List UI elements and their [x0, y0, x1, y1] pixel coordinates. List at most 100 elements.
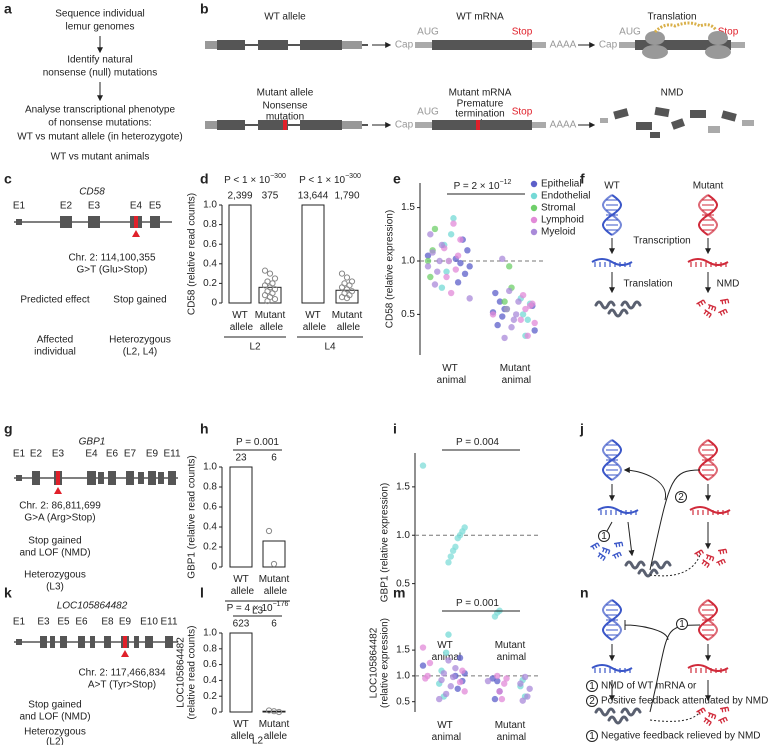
- p-value: P = 2 × 10−12: [454, 179, 512, 192]
- point: [494, 672, 501, 680]
- point: [424, 252, 432, 259]
- point: [445, 631, 452, 638]
- rna: [591, 664, 633, 672]
- fragment: [701, 559, 710, 568]
- legend-label: Myeloid: [541, 227, 575, 238]
- point: [343, 274, 351, 281]
- utr: [342, 41, 362, 49]
- legend-label: Epithelial: [541, 179, 582, 190]
- protein: [624, 560, 646, 570]
- rna: [591, 258, 633, 266]
- mutation: [283, 120, 287, 130]
- p-text: P = 2 × 10: [454, 181, 500, 192]
- line: animal: [429, 652, 461, 663]
- stop: Stop: [512, 27, 533, 38]
- y-tick-label: 1.0: [396, 671, 410, 682]
- y-axis-label: CD58 (relative read counts): [187, 193, 198, 315]
- y-tick-label: 0: [211, 562, 217, 573]
- y-tick-label: 0.2: [203, 691, 217, 702]
- fragment: [696, 707, 707, 715]
- panel-label: b: [200, 1, 209, 17]
- point: [270, 560, 278, 568]
- point: [503, 675, 510, 682]
- utr: [532, 42, 546, 48]
- dna: [602, 439, 622, 481]
- exon-label: E6: [75, 617, 88, 628]
- row-label: Affected: [37, 335, 74, 346]
- y-tick-label: 0.8: [203, 219, 217, 230]
- aug: AUG: [417, 27, 439, 38]
- change: A>T (Tyr>Stop): [88, 680, 156, 691]
- feedback: [623, 467, 666, 501]
- exon: [258, 120, 288, 130]
- point: [524, 316, 531, 323]
- panel-k: LOC105864482 Chr. 2: 117,466,834 A>T (Ty…: [19, 601, 166, 745]
- y-axis-label: LOC105864482: [176, 637, 187, 708]
- line: allele: [228, 731, 255, 742]
- point: [501, 334, 508, 342]
- exon: [258, 40, 288, 50]
- row-value: Heterozygous: [109, 335, 171, 346]
- point: [419, 662, 427, 669]
- exon: [88, 216, 100, 228]
- bar: [229, 466, 253, 568]
- exon: [32, 471, 40, 485]
- point: [457, 236, 464, 243]
- y-tick-label: 0.8: [203, 482, 217, 493]
- line: animal: [494, 732, 526, 743]
- aug: AUG: [619, 27, 641, 38]
- marker: 1: [589, 731, 595, 742]
- panel-label: f: [580, 171, 585, 187]
- point: [271, 295, 279, 303]
- label: Premature: [457, 99, 504, 110]
- point: [519, 697, 526, 704]
- protein: [620, 300, 642, 310]
- fragment: [696, 299, 707, 307]
- marker: 1: [601, 531, 607, 542]
- cds: [635, 40, 731, 50]
- step: WT vs mutant animals: [51, 152, 150, 163]
- bar: [262, 540, 286, 568]
- p-value: P = 0.001: [236, 437, 279, 448]
- point: [464, 247, 471, 254]
- marker-circle: [675, 491, 687, 503]
- point: [501, 680, 508, 687]
- legend-text: NMD of WT mRNA or: [601, 681, 697, 692]
- exon-label: E1: [13, 201, 26, 212]
- step: Analyse transcriptional phenotype: [25, 105, 176, 116]
- marker-circle: [586, 680, 598, 692]
- ribosome: [642, 45, 668, 59]
- y-tick-label: 0.4: [203, 675, 217, 686]
- panel-label: h: [200, 421, 209, 437]
- effect: Stop gained: [28, 700, 81, 711]
- step: Identify natural: [67, 55, 133, 66]
- marker-circle: [586, 695, 598, 707]
- line: WT: [232, 310, 248, 321]
- y-tick-label: 0.6: [203, 502, 217, 513]
- point: [508, 324, 515, 331]
- exon: [217, 120, 245, 130]
- x-tick-label: WT allele: [228, 574, 255, 597]
- step: lemur genomes: [66, 22, 135, 33]
- point: [526, 302, 534, 310]
- exon: [165, 636, 173, 648]
- panel-f: WT Mutant Transcription Translation NMD: [604, 181, 739, 290]
- feedback: [649, 469, 701, 571]
- line: animal: [429, 732, 461, 743]
- exon: [150, 216, 160, 228]
- protein: [620, 707, 642, 717]
- point: [506, 263, 513, 270]
- protein: [594, 707, 616, 717]
- point: [512, 311, 520, 318]
- cap: Cap: [395, 120, 414, 131]
- label: WT: [604, 181, 620, 192]
- label: Nonsense: [262, 101, 307, 112]
- point: [445, 257, 453, 265]
- p-value: P = 0.004: [456, 437, 499, 448]
- point: [438, 284, 446, 291]
- exon-label: E11: [160, 617, 177, 628]
- ribosome: [708, 31, 728, 45]
- position: Chr. 2: 117,466,834: [78, 668, 166, 679]
- x-tick-label: WT animal: [434, 363, 466, 386]
- fragment: [718, 716, 728, 724]
